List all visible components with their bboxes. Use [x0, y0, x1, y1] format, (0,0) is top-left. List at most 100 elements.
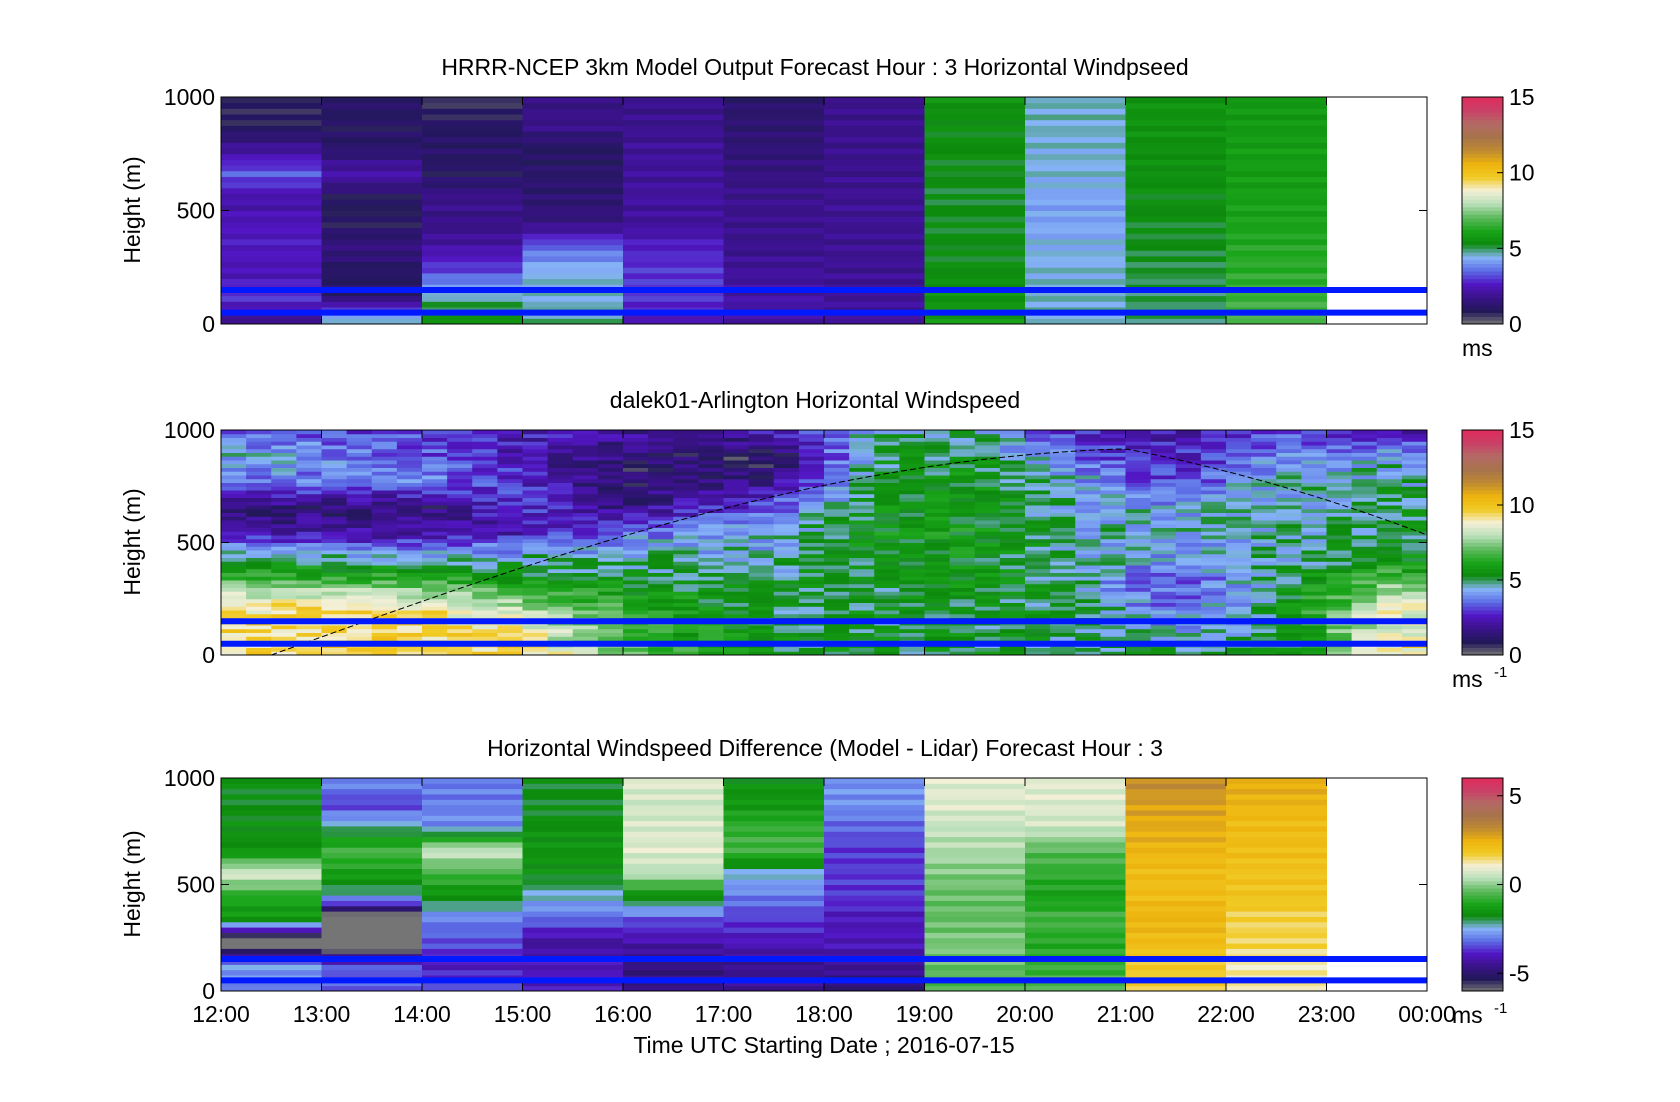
- heatmap-cell: [924, 535, 951, 540]
- heatmap-cell: [572, 580, 599, 585]
- heatmap-cell: [1351, 471, 1378, 476]
- heatmap-cell: [597, 497, 624, 502]
- heatmap-cell: [1200, 625, 1227, 630]
- heatmap-cell: [1301, 568, 1327, 573]
- heatmap-cell: [221, 602, 247, 607]
- heatmap-cell: [949, 523, 976, 528]
- heatmap-cell: [422, 841, 523, 848]
- heatmap-cell: [798, 505, 825, 510]
- heatmap-cell: [1401, 486, 1428, 491]
- heatmap-cell: [1025, 452, 1051, 457]
- heatmap-cell: [221, 809, 322, 816]
- heatmap-cell: [472, 580, 498, 585]
- heatmap-cell: [1050, 512, 1076, 517]
- heatmap-cell: [1025, 651, 1051, 656]
- heatmap-cell: [1376, 598, 1403, 603]
- heatmap-cell: [1226, 250, 1327, 257]
- heatmap-cell: [522, 788, 624, 795]
- heatmap-cell: [824, 879, 925, 885]
- heatmap-cell: [1351, 516, 1378, 521]
- heatmap-cell: [371, 445, 398, 450]
- heatmap-cell: [422, 493, 448, 498]
- heatmap-cell: [748, 628, 775, 633]
- heatmap-cell: [1226, 927, 1327, 933]
- heatmap-cell: [723, 572, 750, 577]
- colorbar-swatch: [1462, 274, 1503, 280]
- heatmap-cell: [472, 467, 498, 472]
- heatmap-cell: [1200, 651, 1227, 656]
- heatmap-cell: [371, 636, 398, 641]
- heatmap-cell: [824, 148, 925, 155]
- heatmap-cell: [497, 527, 523, 532]
- heatmap-cell: [597, 523, 624, 528]
- heatmap-cell: [1125, 565, 1152, 570]
- heatmap-cell: [371, 531, 398, 536]
- heatmap-cell: [246, 636, 272, 641]
- heatmap-cell: [623, 557, 649, 562]
- heatmap-cell: [899, 452, 925, 457]
- heatmap-cell: [623, 576, 649, 581]
- heatmap-cell: [899, 523, 925, 528]
- heatmap-cell: [999, 610, 1026, 615]
- heatmap-cell: [648, 546, 674, 551]
- heatmap-cell: [974, 651, 1001, 656]
- heatmap-cell: [648, 475, 674, 480]
- heatmap-cell: [547, 463, 574, 468]
- heatmap-cell: [321, 568, 348, 573]
- heatmap-cell: [522, 568, 549, 573]
- heatmap-cell: [472, 587, 498, 592]
- heatmap-cell: [1326, 516, 1353, 521]
- heatmap-cell: [1100, 591, 1126, 596]
- heatmap-cell: [824, 568, 850, 573]
- heatmap-cell: [698, 448, 724, 453]
- heatmap-cell: [849, 576, 875, 581]
- heatmap-cell: [874, 467, 900, 472]
- heatmap-cell: [221, 900, 322, 907]
- heatmap-cell: [999, 583, 1026, 588]
- heatmap-cell: [522, 289, 624, 297]
- heatmap-cell: [597, 531, 624, 536]
- heatmap-cell: [748, 460, 775, 465]
- heatmap-cell: [874, 441, 900, 446]
- heatmap-cell: [673, 493, 699, 498]
- heatmap-cell: [522, 557, 549, 562]
- heatmap-cell: [1226, 591, 1252, 596]
- heatmap-cell: [547, 437, 574, 442]
- heatmap-cell: [221, 136, 322, 143]
- heatmap-cell: [221, 580, 247, 585]
- heatmap-cell: [1401, 632, 1428, 637]
- heatmap-cell: [974, 595, 1001, 600]
- heatmap-cell: [623, 647, 649, 652]
- heatmap-cell: [1326, 520, 1353, 525]
- heatmap-cell: [1226, 809, 1327, 816]
- heatmap-cell: [924, 475, 951, 480]
- heatmap-cell: [949, 463, 976, 468]
- colorbar-swatch: [1462, 576, 1503, 581]
- heatmap-cell: [924, 804, 1026, 811]
- heatmap-cell: [1226, 278, 1327, 285]
- heatmap-cell: [246, 583, 272, 588]
- heatmap-cell: [1401, 561, 1428, 566]
- heatmap-cell: [472, 572, 498, 577]
- heatmap-cell: [1301, 628, 1327, 633]
- heatmap-cell: [974, 463, 1001, 468]
- heatmap-cell: [522, 516, 549, 521]
- heatmap-cell: [1150, 471, 1177, 476]
- heatmap-cell: [497, 437, 523, 442]
- heatmap-cell: [1150, 467, 1177, 472]
- heatmap-cell: [748, 523, 775, 528]
- heatmap-cell: [924, 884, 1026, 891]
- heatmap-cell: [723, 97, 825, 104]
- heatmap-cell: [1100, 651, 1126, 656]
- heatmap-cell: [221, 523, 247, 528]
- heatmap-cell: [999, 437, 1026, 442]
- colorbar-swatch: [1462, 838, 1503, 843]
- heatmap-cell: [924, 538, 951, 543]
- heatmap-cell: [522, 204, 624, 211]
- heatmap-cell: [1226, 900, 1327, 907]
- heatmap-cell: [1125, 889, 1227, 896]
- heatmap-cell: [422, 501, 448, 506]
- heatmap-cell: [1125, 463, 1152, 468]
- heatmap-cell: [422, 613, 448, 618]
- y-tick-label: 0: [202, 978, 215, 1004]
